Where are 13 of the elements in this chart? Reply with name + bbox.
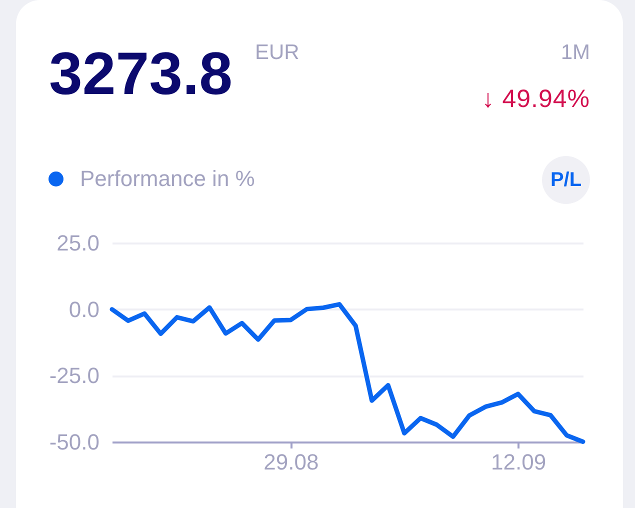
y-tick-label: -25.0	[49, 363, 100, 388]
chart-title: 3273.8	[49, 40, 233, 107]
line-series	[110, 302, 586, 444]
x-tick-label: 29.08	[264, 450, 319, 474]
text: P/L	[550, 169, 582, 191]
text: 1M	[560, 41, 590, 64]
y-tick-label: 25.0	[56, 230, 100, 256]
chart-subtitle: EUR	[255, 41, 300, 64]
legend-label: Performance in %	[80, 166, 255, 191]
y-tick-label: -50.0	[49, 430, 100, 454]
text: ↓ 49.94%	[482, 85, 590, 113]
y-tick-label: 0.0	[68, 296, 100, 322]
x-tick-label: 12.09	[491, 450, 546, 474]
